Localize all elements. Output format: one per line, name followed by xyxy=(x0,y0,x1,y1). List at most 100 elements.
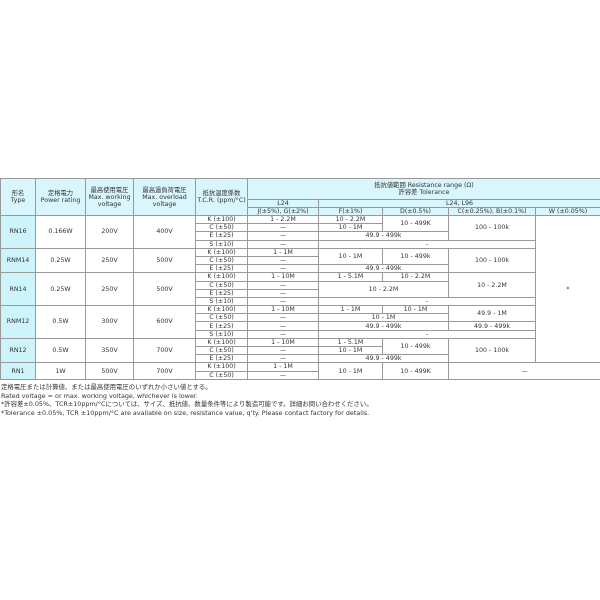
resistance-range-cell: — xyxy=(247,288,319,298)
footnotes: 定格電圧または計算値、または最高使用電圧のいずれか小さい値とする。 Rated … xyxy=(1,383,373,417)
resistance-range-cell: 10 - 2.2M xyxy=(448,272,536,298)
tcr-cell: K (±100) xyxy=(195,247,248,257)
resistance-range-cell: 10 - 499K xyxy=(382,362,449,380)
footnote: Rated voltage = or max. working voltage,… xyxy=(1,391,198,400)
resistance-range-cell: — xyxy=(247,223,319,233)
tcr-cell: S (±10) xyxy=(195,239,248,249)
header-series-l24-l96: L24, L96 xyxy=(318,199,600,208)
type-cell: RN12 xyxy=(0,337,36,364)
tcr-cell: E (±25) xyxy=(195,321,248,331)
power-rating-cell: 1W xyxy=(35,362,86,380)
table-row: RN1 1W 500V 700V K (±100) 1 - 1M 10 - 1M 10 - 4… xyxy=(0,362,600,380)
header-tolerance-cb: C(±0.25%), B(±0.1%) xyxy=(448,207,536,216)
max-working-voltage-cell: 500V xyxy=(85,362,134,380)
resistance-range-cell: — xyxy=(247,280,319,290)
table-body: RN16 0.166W 200V 400V K (±100) 1 - 2.2M 10 - 2… xyxy=(0,214,600,380)
table-row: C (±50) — xyxy=(1,370,600,380)
resistance-range-cell: — xyxy=(247,345,319,356)
tcr-cell: K (±100) xyxy=(195,305,248,315)
resistance-range-cell: - xyxy=(318,296,536,307)
footnote: *Tolerance ±0.05%, TCR ±10ppm/°C are ava… xyxy=(1,408,370,417)
resistance-range-cell: — xyxy=(247,329,319,339)
tcr-cell: C (±50) xyxy=(195,223,248,233)
tcr-cell: E (±25) xyxy=(195,354,248,364)
power-rating-cell: 0.25W xyxy=(35,272,86,307)
resistance-range-cell: 100 - 100k xyxy=(448,337,536,364)
header-resistance-range: 抵抗値範囲 Resistance range (Ω) 許容差 Tolerance xyxy=(247,178,600,200)
header-power-rating: 定格電力 Power rating xyxy=(35,178,86,216)
resistance-range-cell: 49.9 - 499k xyxy=(318,264,449,274)
table-row: RNM12 0.5W 300V 600V K (±100) 1 - 10M 1 - 1M 10… xyxy=(0,305,600,339)
resistance-range-cell: 1 - 10M xyxy=(247,337,319,348)
resistance-range-cell: 10 - 2.2M xyxy=(382,272,449,282)
header-tolerance-f: F(±1%) xyxy=(318,207,383,216)
header-max-working-voltage: 最高使用電圧 Max. working voltage xyxy=(85,178,134,216)
max-overload-voltage-cell: 400V xyxy=(133,215,196,249)
tcr-cell: E (±25) xyxy=(195,264,248,274)
power-rating-cell: 0.5W xyxy=(35,337,86,364)
max-overload-voltage-cell: 500V xyxy=(133,247,196,274)
type-cell: RNM12 xyxy=(0,305,36,339)
type-cell: RN16 xyxy=(0,215,36,249)
type-cell: RN1 xyxy=(0,362,36,380)
max-working-voltage-cell: 250V xyxy=(85,272,134,307)
table-row: RNM14 0.25W 250V 500V K (±100) 1 - 1M 10 - 1M 1… xyxy=(0,247,600,274)
resistance-range-cell: — xyxy=(247,231,319,241)
footnote: 定格電圧または計算値、または最高使用電圧のいずれか小さい値とする。 xyxy=(1,383,212,391)
resistance-range-cell: — xyxy=(247,239,319,249)
header-tolerance-w: W (±0.05%) xyxy=(535,207,600,216)
resistance-range-cell: 10 - 1M xyxy=(318,362,383,380)
tcr-cell: K (±100) xyxy=(195,337,248,348)
resistor-spec-table: 形名 Type 定格電力 Power rating 最高使用電圧 Max. worki… xyxy=(0,178,600,380)
table-row: RN16 0.166W 200V 400V K (±100) 1 - 2.2M 10 - 2… xyxy=(0,214,600,364)
resistance-range-cell: 100 - 100k xyxy=(448,247,536,274)
power-rating-cell: 0.25W xyxy=(35,247,86,274)
resistance-range-cell: — xyxy=(247,370,319,380)
resistance-range-cell: 10 - 499k xyxy=(382,337,449,356)
resistance-range-cell: — xyxy=(247,255,319,266)
resistance-range-cell: 100 - 100k xyxy=(448,215,536,241)
tcr-cell: C (±50) xyxy=(195,370,248,380)
resistance-range-cell: — xyxy=(247,354,319,364)
type-cell: RNM14 xyxy=(0,247,36,274)
tcr-cell: K (±100) xyxy=(195,272,248,282)
resistance-range-cell: 10 - 1M xyxy=(318,223,383,233)
tcr-cell: E (±25) xyxy=(195,231,248,241)
footnote: *許容差±0.05%、TCR±10ppm/°Cについては、サイズ、抵抗値、数量条… xyxy=(1,400,373,409)
resistance-range-cell: 1 - 10M xyxy=(247,272,319,282)
resistance-range-cell: 1 - 1M xyxy=(247,247,319,257)
resistance-range-cell: 49.9 - 499k xyxy=(448,321,536,331)
type-cell: RN14 xyxy=(0,272,36,307)
resistance-range-cell: 10 - 1M xyxy=(318,247,383,266)
max-working-voltage-cell: 350V xyxy=(85,337,134,364)
tcr-cell: C (±50) xyxy=(195,313,248,323)
resistance-range-cell: — xyxy=(247,264,319,274)
resistance-range-cell: 10 - 2.2M xyxy=(318,280,449,298)
tcr-cell: E (±25) xyxy=(195,288,248,298)
tcr-cell: C (±50) xyxy=(195,345,248,356)
resistance-range-cell: 49.9 - 499k xyxy=(318,354,449,364)
resistance-range-cell: 10 - 499K xyxy=(382,214,449,233)
resistance-range-cell: — xyxy=(448,362,600,380)
resistance-range-cell: 1 - 1M xyxy=(247,362,319,372)
max-working-voltage-cell: 300V xyxy=(85,305,134,339)
table-row: RN14 0.25W 250V 500V K (±100) 1 - 10M 1 - 5.1M… xyxy=(0,272,600,307)
resistance-range-cell: — xyxy=(247,296,319,307)
resistance-range-cell: 1 - 1M xyxy=(318,305,383,315)
max-overload-voltage-cell: 700V xyxy=(133,362,196,380)
resistance-range-cell: — xyxy=(247,321,319,331)
header-type: 形名 Type xyxy=(0,178,36,216)
max-working-voltage-cell: 250V xyxy=(85,247,134,274)
table-row: RN12 0.5W 350V 700V K (±100) 1 - 10M 1 - 5.1M 1… xyxy=(0,337,600,364)
resistance-range-cell: 49.9 - 499k xyxy=(318,321,449,331)
tcr-cell: K (±100) xyxy=(195,214,248,225)
header-tcr: 抵抗温度係数 T.C.R. (ppm/°C) xyxy=(195,178,248,216)
resistance-range-cell: 1 - 5.1M xyxy=(318,337,383,348)
w-tolerance-cell: * xyxy=(535,214,600,364)
resistance-range-cell: 10 - 1M xyxy=(318,345,383,356)
resistance-range-cell: 10 - 1M xyxy=(318,313,449,323)
resistance-range-cell: - xyxy=(318,329,536,339)
resistance-range-cell: 1 - 5.1M xyxy=(318,272,383,282)
max-overload-voltage-cell: 700V xyxy=(133,337,196,364)
tcr-cell: C (±50) xyxy=(195,255,248,266)
